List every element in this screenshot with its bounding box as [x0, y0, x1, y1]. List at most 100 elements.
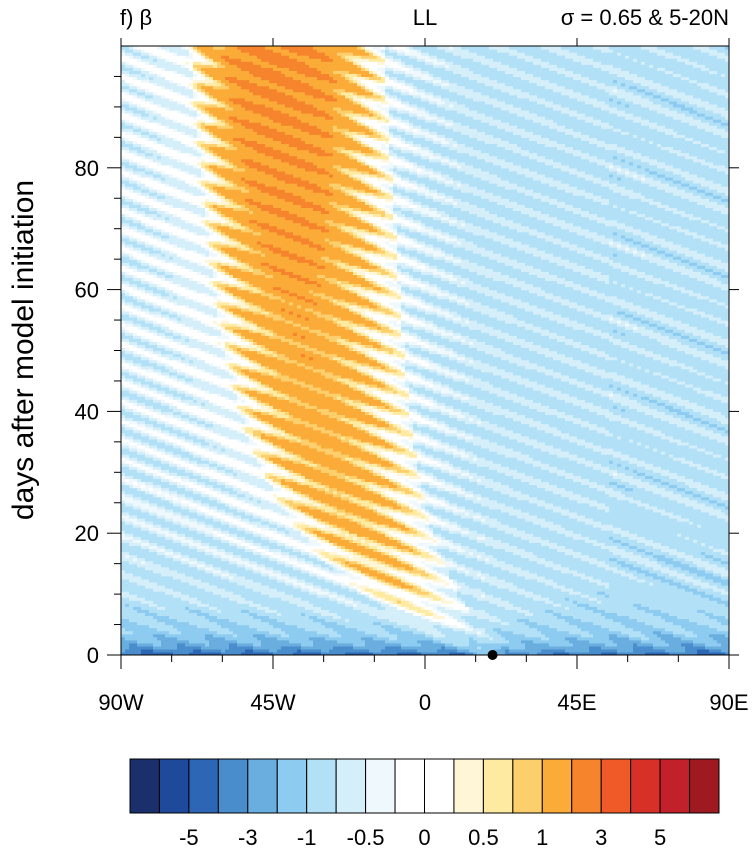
- contour-cell: [433, 447, 446, 452]
- contour-cell: [705, 566, 726, 571]
- contour-cell: [681, 642, 694, 647]
- contour-cell: [613, 536, 630, 540]
- contour-cell: [285, 505, 290, 510]
- contour-cell: [325, 575, 330, 580]
- contour-cell: [137, 371, 142, 376]
- contour-cell: [193, 423, 198, 428]
- contour-cell: [649, 399, 658, 403]
- contour-cell: [485, 591, 518, 595]
- contour-cell: [345, 362, 362, 367]
- contour-cell: [589, 420, 622, 425]
- contour-cell: [241, 350, 258, 355]
- contour-cell: [437, 560, 446, 565]
- contour-cell: [121, 633, 154, 638]
- contour-cell: [613, 460, 630, 464]
- contour-cell: [481, 517, 486, 522]
- contour-cell: [401, 551, 410, 556]
- contour-cell: [221, 648, 226, 653]
- contour-cell: [265, 472, 274, 476]
- contour-cell: [133, 481, 138, 486]
- contour-cell: [681, 636, 714, 641]
- contour-cell: [365, 630, 390, 635]
- contour-cell: [397, 603, 402, 607]
- contour-cell: [137, 609, 150, 613]
- contour-cell: [425, 557, 442, 562]
- contour-cell: [249, 365, 262, 370]
- contour-cell: [265, 332, 274, 336]
- contour-cell: [585, 380, 622, 385]
- contour-cell: [221, 517, 226, 522]
- contour-cell: [193, 393, 198, 397]
- contour-cell: [205, 350, 210, 355]
- contour-cell: [725, 517, 729, 522]
- contour-cell: [449, 441, 474, 446]
- contour-cell: [325, 374, 342, 379]
- contour-cell: [433, 454, 454, 458]
- contour-cell: [437, 569, 450, 574]
- contour-cell: [425, 569, 430, 574]
- contour-cell: [685, 536, 690, 540]
- contour-cell: [537, 368, 554, 373]
- contour-cell: [689, 420, 702, 425]
- contour-cell: [377, 408, 382, 413]
- contour-cell: [201, 320, 214, 324]
- contour-cell: [597, 563, 610, 568]
- contour-cell: [477, 539, 502, 543]
- contour-cell: [161, 353, 174, 358]
- contour-cell: [641, 639, 666, 644]
- contour-cell: [385, 426, 398, 431]
- contour-cell: [593, 390, 614, 394]
- contour-cell: [389, 441, 394, 446]
- contour-cell: [201, 457, 210, 461]
- contour-cell: [353, 603, 358, 607]
- contour-cell: [589, 496, 618, 501]
- contour-cell: [121, 530, 126, 534]
- contour-cell: [145, 353, 158, 358]
- contour-cell: [521, 536, 542, 540]
- contour-cell: [473, 441, 498, 446]
- contour-cell: [329, 609, 362, 613]
- contour-cell: [601, 645, 634, 650]
- contour-cell: [149, 374, 166, 379]
- contour-cell: [437, 484, 454, 489]
- contour-cell: [609, 320, 618, 324]
- contour-cell: [429, 514, 434, 519]
- contour-cell: [309, 326, 346, 330]
- contour-cell: [157, 447, 166, 452]
- contour-cell: [125, 359, 134, 364]
- contour-cell: [121, 426, 126, 431]
- contour-cell: [625, 624, 654, 629]
- contour-cell: [389, 600, 394, 604]
- contour-cell: [257, 511, 278, 516]
- contour-cell: [369, 402, 386, 406]
- contour-cell: [357, 463, 366, 467]
- contour-cell: [413, 420, 418, 425]
- contour-cell: [209, 350, 226, 355]
- contour-cell: [693, 630, 729, 635]
- contour-cell: [601, 651, 618, 655]
- contour-cell: [617, 612, 654, 617]
- contour-cell: [369, 326, 378, 330]
- contour-cell: [389, 591, 410, 595]
- contour-cell: [617, 545, 630, 550]
- contour-cell: [617, 405, 630, 409]
- contour-cell: [565, 353, 598, 358]
- contour-cell: [281, 429, 286, 434]
- contour-cell: [125, 414, 142, 419]
- contour-cell: [149, 356, 154, 361]
- contour-cell: [153, 633, 166, 638]
- contour-cell: [309, 438, 342, 443]
- contour-cell: [429, 432, 446, 437]
- contour-cell: [429, 511, 434, 516]
- contour-cell: [277, 648, 298, 653]
- contour-cell: [525, 588, 562, 592]
- contour-cell: [489, 505, 514, 510]
- contour-cell: [421, 490, 426, 495]
- contour-cell: [265, 457, 270, 461]
- contour-cell: [249, 347, 258, 352]
- contour-cell: [229, 365, 234, 370]
- contour-cell: [389, 344, 394, 349]
- contour-cell: [433, 588, 438, 592]
- contour-cell: [345, 414, 374, 419]
- contour-cell: [725, 344, 729, 349]
